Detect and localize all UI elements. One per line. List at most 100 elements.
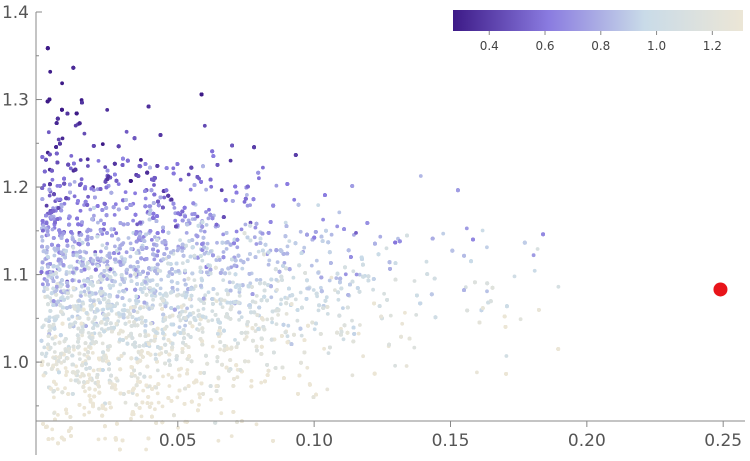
scatter-point xyxy=(139,414,144,419)
scatter-point xyxy=(218,347,223,352)
scatter-point xyxy=(227,280,232,285)
scatter-point xyxy=(63,386,67,391)
scatter-point xyxy=(216,438,221,443)
scatter-point xyxy=(64,373,68,378)
scatter-point xyxy=(287,239,292,244)
scatter-point xyxy=(55,387,60,391)
scatter-point xyxy=(292,197,297,202)
scatter-point xyxy=(202,229,207,234)
scatter-point xyxy=(258,278,263,282)
scatter-point xyxy=(463,285,468,290)
scatter-point xyxy=(93,315,98,320)
scatter-point xyxy=(235,367,240,372)
scatter-point xyxy=(199,228,203,233)
scatter-point xyxy=(93,250,98,254)
scatter-point xyxy=(173,269,178,274)
scatter-point xyxy=(259,380,264,385)
scatter-point xyxy=(62,359,66,364)
scatter-point xyxy=(205,241,210,246)
scatter-point xyxy=(135,393,140,397)
scatter-point xyxy=(105,241,110,246)
scatter-point xyxy=(293,297,298,302)
scatter-point xyxy=(189,304,194,309)
scatter-point xyxy=(41,249,46,254)
scatter-point xyxy=(116,182,121,187)
scatter-point xyxy=(162,195,167,200)
scatter-point xyxy=(535,247,540,251)
scatter-point xyxy=(254,294,259,298)
scatter-point xyxy=(78,208,83,213)
scatter-point xyxy=(282,261,287,265)
scatter-point xyxy=(341,306,345,310)
scatter-point xyxy=(95,187,100,192)
scatter-point xyxy=(40,325,45,330)
scatter-point xyxy=(464,226,469,231)
scatter-point xyxy=(159,277,164,282)
scatter-point xyxy=(180,261,185,265)
scatter-point xyxy=(170,375,174,380)
scatter-point xyxy=(78,158,83,162)
scatter-point xyxy=(84,250,89,255)
scatter-point xyxy=(127,320,132,324)
scatter-point xyxy=(274,183,279,188)
scatter-point xyxy=(311,288,316,292)
scatter-point xyxy=(556,284,561,289)
scatter-point xyxy=(299,333,304,338)
scatter-point xyxy=(100,142,105,147)
scatter-point xyxy=(104,322,109,326)
scatter-point xyxy=(107,381,112,385)
scatter-point xyxy=(50,177,55,182)
scatter-point xyxy=(71,245,76,250)
scatter-point xyxy=(531,253,536,258)
scatter-point xyxy=(351,269,356,274)
scatter-point xyxy=(197,322,202,327)
scatter-point xyxy=(209,397,213,402)
scatter-point xyxy=(254,422,259,427)
scatter-point xyxy=(155,368,160,373)
scatter-point xyxy=(339,326,343,331)
scatter-point xyxy=(171,166,176,171)
scatter-point xyxy=(358,323,362,327)
scatter-point xyxy=(185,306,190,311)
scatter-point xyxy=(183,309,188,314)
scatter-point xyxy=(50,436,55,441)
scatter-point xyxy=(99,218,103,223)
scatter-point xyxy=(67,350,71,354)
scatter-point xyxy=(305,365,310,370)
scatter-point xyxy=(99,286,104,291)
scatter-point xyxy=(329,275,334,280)
scatter-point xyxy=(206,319,211,323)
scatter-point xyxy=(140,290,145,294)
scatter-point xyxy=(209,184,214,189)
scatter-point xyxy=(117,289,121,294)
scatter-point xyxy=(156,400,161,405)
scatter-point xyxy=(149,401,154,406)
scatter-point xyxy=(166,372,171,377)
scatter-point xyxy=(135,310,140,315)
scatter-point xyxy=(52,341,57,346)
scatter-point xyxy=(371,287,375,292)
scatter-point xyxy=(79,290,83,295)
scatter-point xyxy=(200,330,205,334)
scatter-point xyxy=(201,307,206,311)
scatter-point xyxy=(161,374,165,379)
scatter-point xyxy=(175,287,180,292)
scatter-point xyxy=(354,231,358,235)
scatter-point xyxy=(135,222,140,227)
scatter-point xyxy=(485,245,489,250)
scatter-point xyxy=(186,218,191,223)
scatter-point xyxy=(215,359,220,364)
scatter-point xyxy=(112,213,117,217)
scatter-point xyxy=(77,279,81,284)
scatter-point xyxy=(285,244,290,249)
scatter-point xyxy=(59,361,64,365)
scatter-point xyxy=(173,211,178,216)
scatter-point xyxy=(42,183,47,188)
scatter-point xyxy=(276,313,280,317)
scatter-point xyxy=(82,131,87,136)
scatter-point xyxy=(129,416,133,421)
scatter-point xyxy=(191,311,196,315)
scatter-point xyxy=(91,299,96,304)
scatter-point xyxy=(184,231,189,235)
